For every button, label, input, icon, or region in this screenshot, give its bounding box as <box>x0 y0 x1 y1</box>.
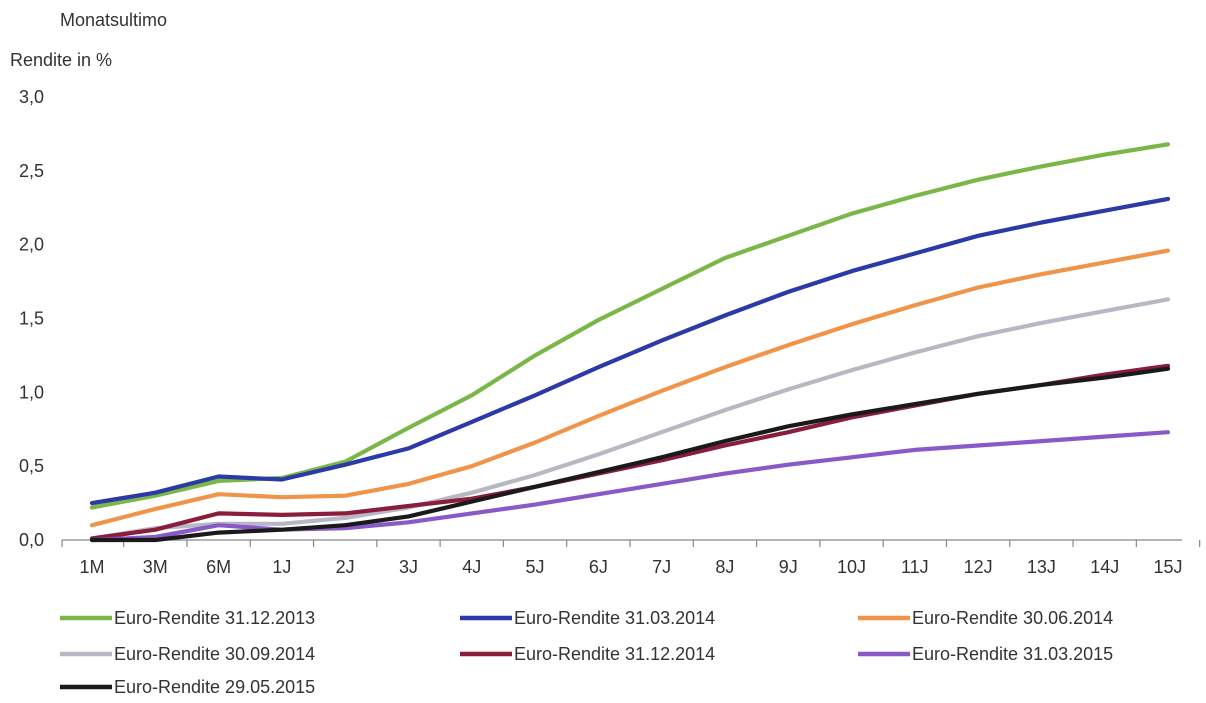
legend-label: Euro-Rendite 31.03.2014 <box>514 608 715 628</box>
x-tick-label: 1M <box>79 557 104 577</box>
chart-header: Monatsultimo <box>60 10 167 30</box>
plot-area <box>89 142 1171 543</box>
legend-label: Euro-Rendite 31.03.2015 <box>912 644 1113 664</box>
legend-label: Euro-Rendite 30.06.2014 <box>912 608 1113 628</box>
series-line-7 <box>89 366 1171 543</box>
series-line-4 <box>89 297 1171 541</box>
y-tick-label: 3,0 <box>19 87 44 107</box>
x-tick-label: 4J <box>462 557 481 577</box>
x-tick-label: 9J <box>779 557 798 577</box>
legend-item: Euro-Rendite 30.06.2014 <box>858 608 1113 628</box>
legend-item: Euro-Rendite 31.12.2014 <box>460 644 715 664</box>
y-tick-label: 0,0 <box>19 530 44 550</box>
x-tick-label: 8J <box>715 557 734 577</box>
x-tick-label: 14J <box>1090 557 1119 577</box>
y-tick-label: 1,5 <box>19 309 44 329</box>
x-axis: 1M 3M 6M 1J 2J 3J 4J 5J 6J 7J 8J 9J 10J 11J 12J 13J 14J 1… <box>61 539 1201 577</box>
legend-item: Euro-Rendite 31.03.2014 <box>460 608 715 628</box>
x-tick-label: 1J <box>272 557 291 577</box>
x-tick-label: 15J <box>1153 557 1182 577</box>
legend-item: Euro-Rendite 31.12.2013 <box>60 608 315 628</box>
legend-item: Euro-Rendite 30.09.2014 <box>60 644 315 664</box>
series-line-2 <box>89 196 1171 506</box>
legend: Euro-Rendite 31.12.2013 Euro-Rendite 31.0… <box>60 608 1113 697</box>
y-tick-label: 2,0 <box>19 235 44 255</box>
x-tick-label: 6J <box>589 557 608 577</box>
legend-label: Euro-Rendite 29.05.2015 <box>114 677 315 697</box>
legend-item: Euro-Rendite 31.03.2015 <box>858 644 1113 664</box>
x-tick-label: 3J <box>399 557 418 577</box>
x-tick-label: 11J <box>901 557 929 577</box>
y-tick-label: 2,5 <box>19 161 44 181</box>
x-tick-label: 5J <box>526 557 545 577</box>
x-tick-label: 12J <box>964 557 993 577</box>
legend-label: Euro-Rendite 31.12.2014 <box>514 644 715 664</box>
x-tick-label: 10J <box>837 557 866 577</box>
series-line-3 <box>89 248 1171 528</box>
y-axis-label: Rendite in % <box>10 50 112 70</box>
x-tick-label: 2J <box>336 557 355 577</box>
y-axis: 0,0 0,5 1,0 1,5 2,0 2,5 3,0 <box>19 87 44 550</box>
legend-item: Euro-Rendite 29.05.2015 <box>60 677 315 697</box>
x-tick-label: 13J <box>1027 557 1056 577</box>
x-tick-label: 7J <box>652 557 671 577</box>
x-tick-label: 3M <box>143 557 168 577</box>
legend-label: Euro-Rendite 30.09.2014 <box>114 644 315 664</box>
legend-label: Euro-Rendite 31.12.2013 <box>114 608 315 628</box>
series-line-1 <box>89 142 1171 510</box>
x-tick-label: 6M <box>206 557 231 577</box>
y-tick-label: 0,5 <box>19 456 44 476</box>
y-tick-label: 1,0 <box>19 382 44 402</box>
